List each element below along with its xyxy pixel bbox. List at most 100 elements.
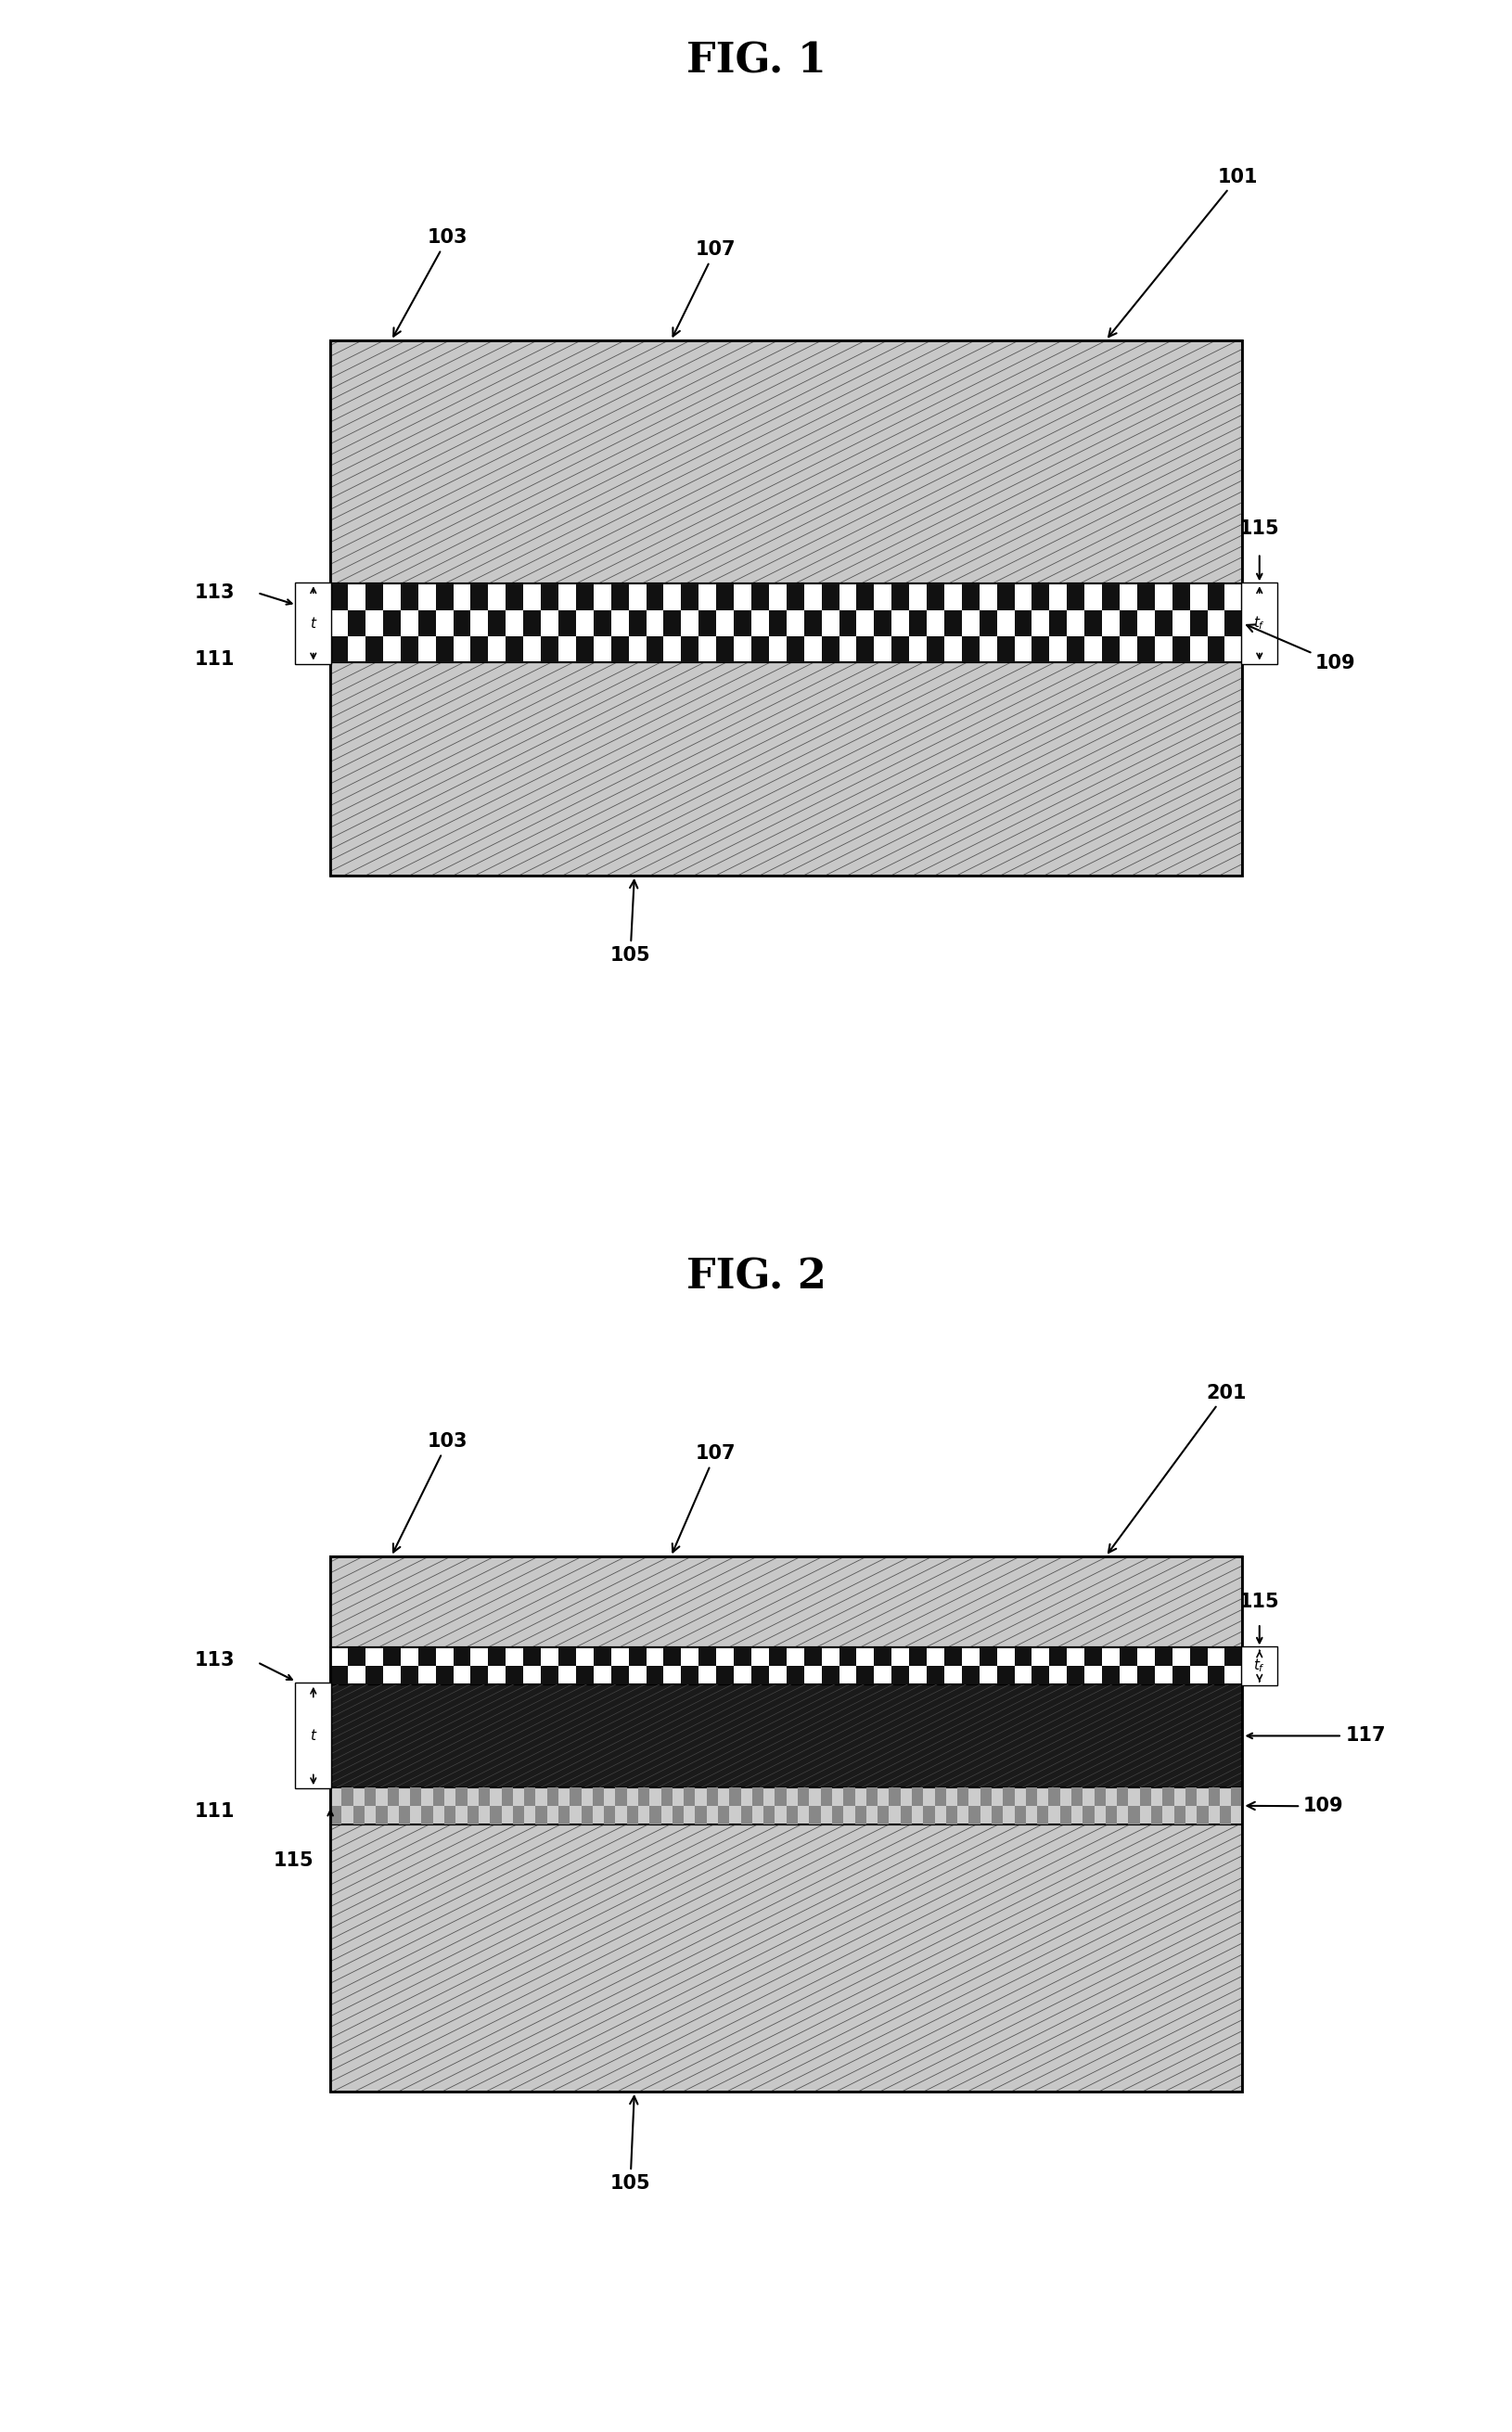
Text: 103: 103 xyxy=(393,229,469,336)
Bar xyxy=(909,610,927,637)
Bar xyxy=(401,1666,417,1683)
Text: 109: 109 xyxy=(1247,1797,1344,1817)
Bar xyxy=(646,637,664,662)
Bar xyxy=(682,584,699,610)
Bar xyxy=(1151,1805,1163,1824)
Bar xyxy=(874,610,892,637)
Bar xyxy=(857,637,874,662)
Bar xyxy=(646,1666,664,1683)
Bar xyxy=(1137,1666,1155,1683)
Bar xyxy=(996,584,1015,610)
Bar xyxy=(417,610,435,637)
Bar xyxy=(525,1788,535,1805)
Bar xyxy=(541,584,558,610)
Bar xyxy=(821,1666,839,1683)
Bar xyxy=(387,1788,399,1805)
Bar xyxy=(1102,584,1120,610)
Bar xyxy=(996,1666,1015,1683)
Bar xyxy=(1084,610,1102,637)
Bar xyxy=(399,1805,410,1824)
Bar xyxy=(445,1805,455,1824)
Bar xyxy=(502,1788,513,1805)
Bar xyxy=(1072,1788,1083,1805)
Bar xyxy=(770,610,786,637)
Bar xyxy=(957,1788,969,1805)
Bar xyxy=(570,1788,581,1805)
Bar xyxy=(490,1805,502,1824)
Text: 113: 113 xyxy=(195,1651,234,1668)
Bar xyxy=(821,637,839,662)
Bar xyxy=(682,637,699,662)
Bar xyxy=(717,584,733,610)
Bar xyxy=(699,610,717,637)
Bar xyxy=(432,1788,445,1805)
Bar xyxy=(467,1805,479,1824)
Bar xyxy=(992,1805,1002,1824)
Bar xyxy=(455,1788,467,1805)
Bar xyxy=(1067,1666,1084,1683)
Bar xyxy=(1002,1788,1015,1805)
Bar xyxy=(1120,610,1137,637)
Bar xyxy=(364,1788,376,1805)
Bar xyxy=(348,1649,366,1666)
Bar xyxy=(786,584,804,610)
Bar xyxy=(1037,1805,1049,1824)
Bar xyxy=(751,1788,764,1805)
Bar xyxy=(541,1666,558,1683)
Bar xyxy=(383,610,401,637)
Bar xyxy=(683,1788,696,1805)
Bar xyxy=(980,610,996,637)
Text: 109: 109 xyxy=(1247,625,1356,674)
Bar xyxy=(1025,1788,1037,1805)
Bar xyxy=(706,1788,718,1805)
Bar xyxy=(1033,584,1049,610)
Text: FIG. 1: FIG. 1 xyxy=(686,41,826,80)
Bar xyxy=(809,1805,821,1824)
Bar xyxy=(718,1805,729,1824)
Bar xyxy=(673,1805,683,1824)
Text: 105: 105 xyxy=(609,2096,650,2194)
Bar xyxy=(1102,637,1120,662)
Bar xyxy=(354,1805,364,1824)
Text: $t_f$: $t_f$ xyxy=(1253,1656,1266,1676)
Bar xyxy=(330,1824,1243,2092)
Bar xyxy=(764,1805,776,1824)
Bar xyxy=(1208,1666,1225,1683)
Bar xyxy=(410,1788,422,1805)
Bar xyxy=(1208,1788,1220,1805)
Bar xyxy=(733,1649,751,1666)
Bar xyxy=(1155,1649,1172,1666)
Text: 107: 107 xyxy=(673,1445,735,1552)
Text: 115: 115 xyxy=(1240,520,1279,537)
Bar xyxy=(832,1805,844,1824)
Bar xyxy=(1128,1805,1140,1824)
Bar xyxy=(488,1649,507,1666)
Bar xyxy=(603,1805,615,1824)
Bar xyxy=(507,637,523,662)
Bar xyxy=(488,610,507,637)
Bar xyxy=(912,1788,924,1805)
Bar xyxy=(854,1805,866,1824)
Bar xyxy=(962,1666,980,1683)
Bar xyxy=(541,637,558,662)
Bar xyxy=(804,610,821,637)
Bar xyxy=(646,584,664,610)
Bar xyxy=(962,584,980,610)
Bar xyxy=(330,1683,1243,1788)
Bar xyxy=(401,637,417,662)
Text: 107: 107 xyxy=(673,241,735,336)
Bar xyxy=(889,1788,901,1805)
Bar xyxy=(479,1788,490,1805)
Bar xyxy=(513,1805,525,1824)
Bar xyxy=(996,637,1015,662)
Bar xyxy=(804,1649,821,1666)
Bar xyxy=(1067,584,1084,610)
Bar xyxy=(454,1649,470,1666)
Bar xyxy=(717,637,733,662)
Bar xyxy=(751,584,770,610)
Text: 115: 115 xyxy=(1240,1593,1279,1610)
Bar xyxy=(330,584,1243,662)
Bar xyxy=(1225,610,1243,637)
Bar xyxy=(1190,1649,1208,1666)
Bar xyxy=(535,1805,547,1824)
